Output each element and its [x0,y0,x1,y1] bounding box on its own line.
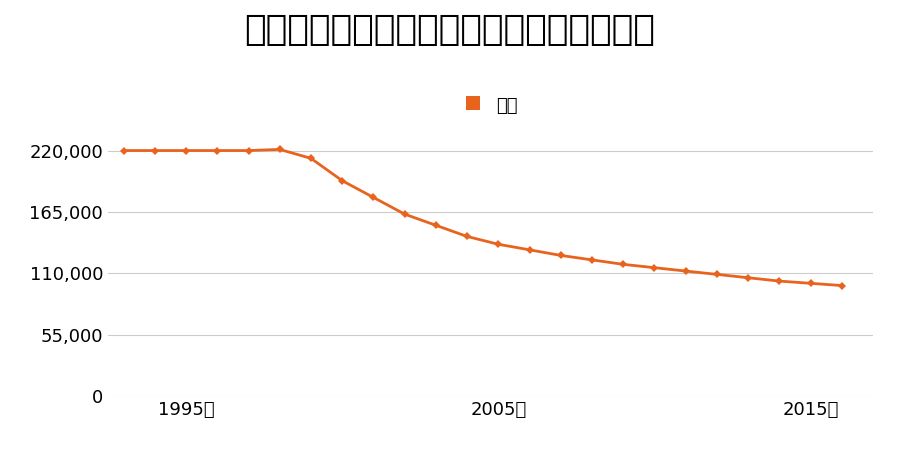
価格 [212,148,222,153]
価格 [149,148,160,153]
Line: 価格: 価格 [121,146,845,288]
価格 [806,281,816,286]
価格 [774,279,785,284]
価格 [306,156,317,161]
価格 [649,265,660,270]
価格 [742,275,753,280]
価格 [118,148,129,153]
価格 [243,148,254,153]
価格 [430,223,441,228]
Text: 大分県大分市王子北町４０番１の地価推移: 大分県大分市王子北町４０番１の地価推移 [245,14,655,48]
価格 [493,242,504,247]
価格 [712,272,723,277]
価格 [555,253,566,258]
価格 [337,178,347,183]
価格 [400,212,410,217]
価格 [587,257,598,263]
価格 [680,268,691,274]
価格 [462,234,472,239]
Legend: 価格: 価格 [456,89,525,122]
価格 [524,247,535,252]
価格 [368,195,379,200]
価格 [617,261,628,267]
価格 [181,148,192,153]
価格 [274,147,285,152]
価格 [836,283,847,288]
